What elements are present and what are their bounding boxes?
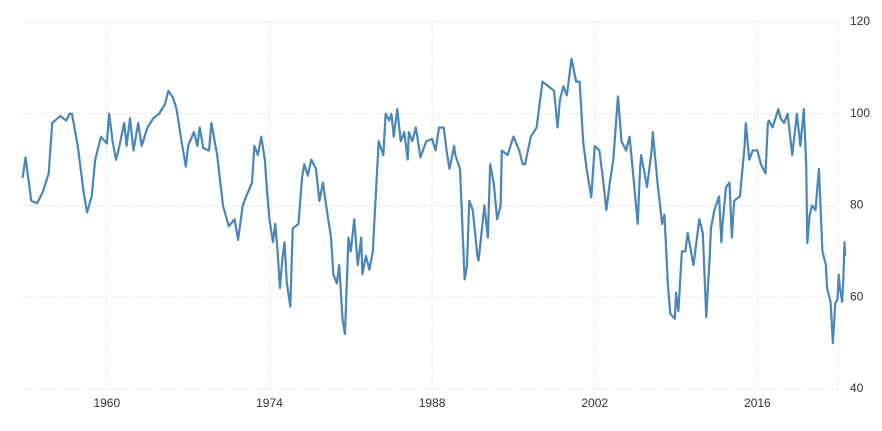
x-tick-label: 2016 (744, 396, 771, 410)
x-tick-label: 2002 (581, 396, 608, 410)
y-tick-label: 100 (850, 106, 870, 120)
y-tick-label: 40 (850, 381, 864, 395)
x-tick-label: 1960 (93, 396, 120, 410)
y-tick-label: 80 (850, 198, 864, 212)
x-tick-label: 1974 (256, 396, 283, 410)
x-tick-label: 1988 (419, 396, 446, 410)
data-line (21, 57, 847, 345)
y-tick-label: 120 (850, 14, 870, 28)
y-tick-label: 60 (850, 289, 864, 303)
